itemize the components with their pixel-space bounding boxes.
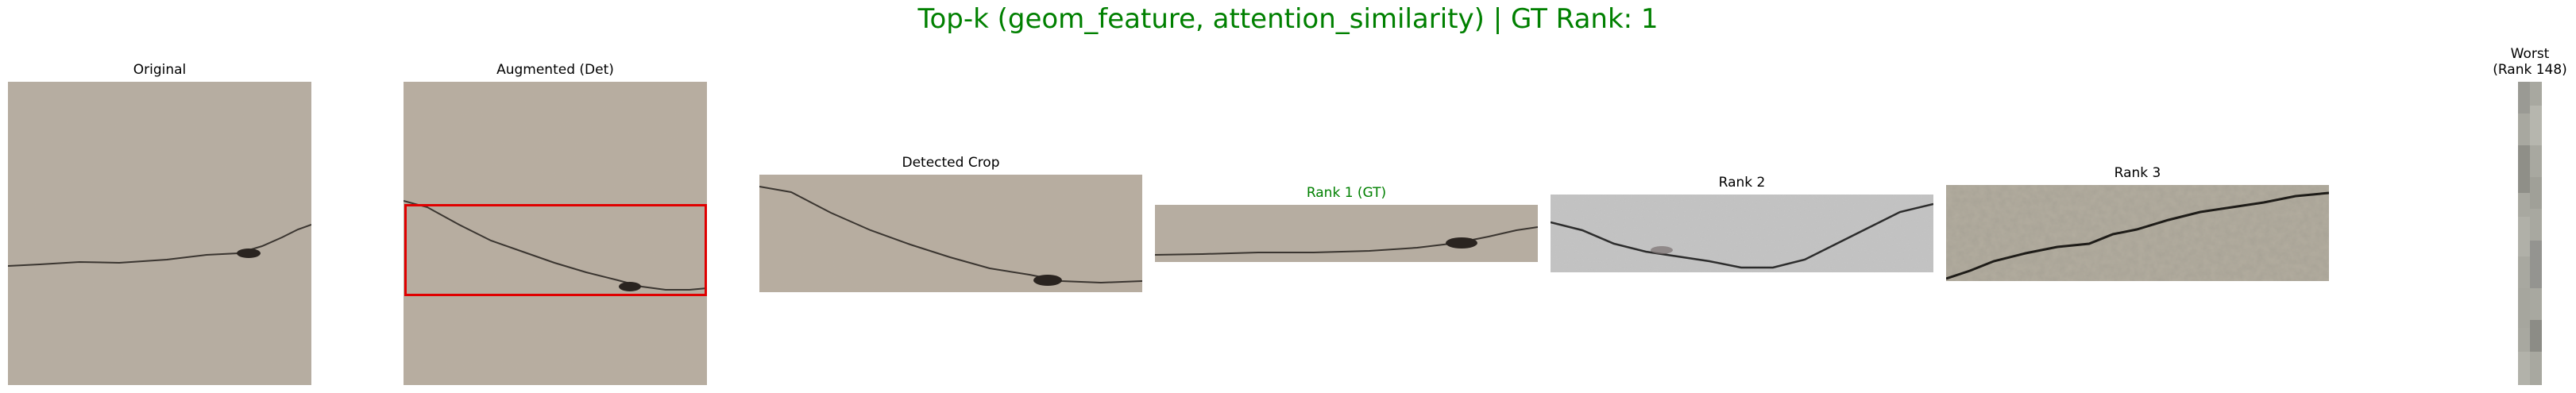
panel-label-rank3: Rank 3 (2114, 165, 2161, 181)
detected-crop-image (759, 175, 1142, 292)
rank1-image (1155, 205, 1538, 262)
figure-title: Top-k (geom_feature, attention_similarit… (917, 3, 1659, 35)
rank2-image (1551, 195, 1933, 272)
rank3-image (1946, 185, 2329, 281)
panel-label-rank2: Rank 2 (1718, 175, 1766, 191)
panel-label-rank1: Rank 1 (GT) (1306, 185, 1387, 201)
original-image (8, 82, 311, 385)
detection-box (404, 204, 707, 296)
panel-label-worst-line2: (Rank 148) (2493, 62, 2567, 78)
panel-label-augmented: Augmented (Det) (496, 62, 614, 78)
panel-label-original: Original (133, 62, 187, 78)
augmented-image (404, 82, 707, 385)
panel-label-detected: Detected Crop (902, 155, 1000, 171)
panel-label-worst-line1: Worst (2510, 46, 2550, 62)
worst-image (2518, 82, 2542, 385)
